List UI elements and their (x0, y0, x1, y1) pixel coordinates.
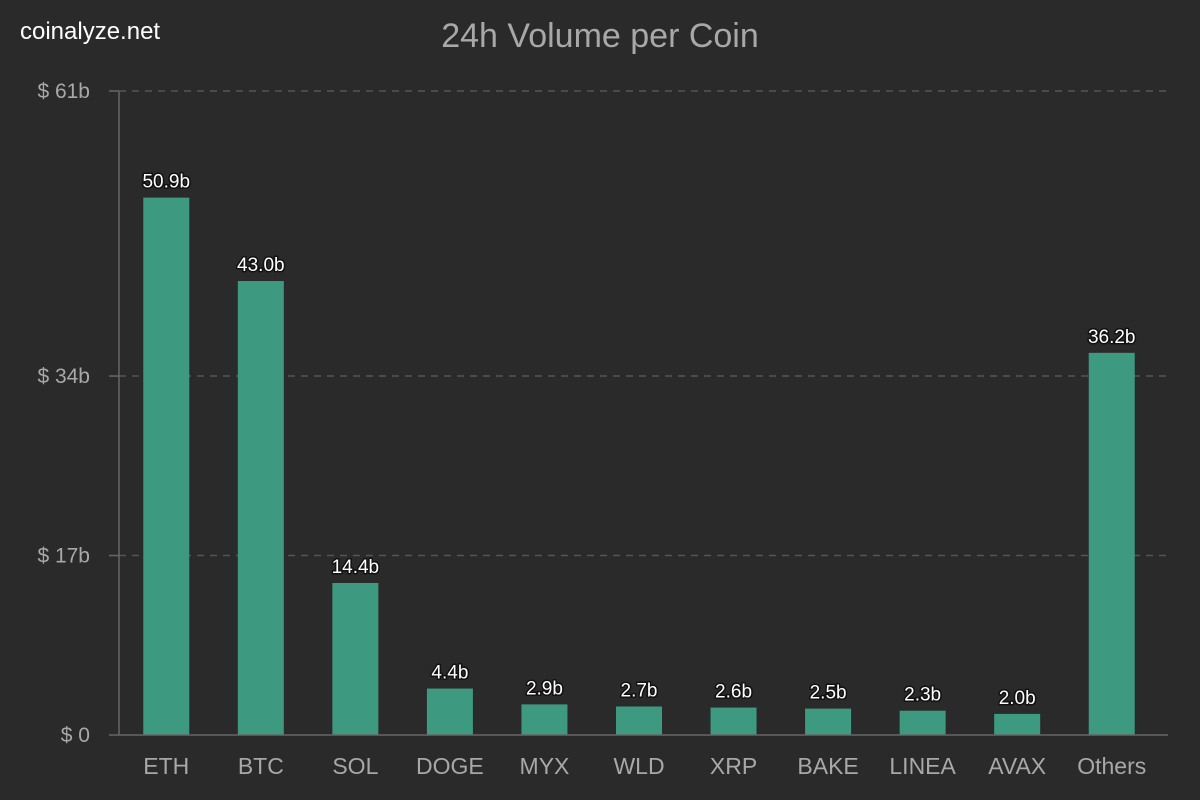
data-label: 2.7b (621, 680, 658, 701)
bar-btc[interactable] (237, 281, 284, 735)
y-tick-label: $ 17b (37, 545, 90, 568)
gridlines (119, 90, 1168, 557)
data-label: 2.9b (526, 678, 563, 699)
data-label: 2.5b (810, 683, 847, 704)
x-tick-label: XRP (710, 753, 757, 779)
bar-eth[interactable] (143, 197, 190, 735)
data-label: 36.2b (1088, 327, 1136, 348)
bar-myx[interactable] (521, 704, 568, 735)
bar-avax[interactable] (994, 713, 1041, 735)
bar-xrp[interactable] (710, 707, 757, 735)
x-tick-label: MYX (520, 753, 570, 779)
y-tick-label: $ 0 (61, 724, 90, 747)
x-tick-label: DOGE (416, 753, 484, 779)
data-label: 2.3b (904, 685, 941, 706)
data-label: 2.0b (999, 688, 1036, 709)
bar-others[interactable] (1088, 352, 1135, 735)
x-tick-label: Others (1077, 753, 1146, 779)
data-labels: 50.9b 43.0b 14.4b 4.4b 2.9b 2.7b 2.6b 2.5b 2.3b 2… (141, 170, 1137, 710)
bar-sol[interactable] (332, 582, 379, 735)
watermark: coinalyze.net (20, 18, 160, 45)
bar-bake[interactable] (805, 708, 852, 735)
data-label: 43.0b (237, 255, 285, 276)
x-tick-label: WLD (613, 753, 664, 779)
data-label: 4.4b (431, 663, 468, 684)
x-tick-label: LINEA (889, 753, 956, 779)
data-label: 50.9b (142, 172, 190, 193)
x-tick-label: ETH (143, 753, 189, 779)
bar-doge[interactable] (426, 688, 473, 735)
data-label: 14.4b (332, 557, 380, 578)
x-tick-label: SOL (332, 753, 378, 779)
data-label: 2.6b (715, 682, 752, 703)
bars (143, 197, 1135, 735)
chart-title: 24h Volume per Coin (441, 17, 759, 55)
x-tick-label: BAKE (797, 753, 858, 779)
x-tick-label: AVAX (988, 753, 1046, 779)
bar-wld[interactable] (616, 706, 662, 735)
bar-linea[interactable] (899, 710, 946, 735)
axes: $ 0 $ 17b $ 34b $ 61b ETH BTC SOL DOGE MYX WLD XRP… (37, 80, 1168, 779)
y-tick-label: $ 34b (37, 365, 90, 388)
y-tick-label: $ 61b (37, 80, 90, 103)
x-tick-label: BTC (238, 753, 284, 779)
